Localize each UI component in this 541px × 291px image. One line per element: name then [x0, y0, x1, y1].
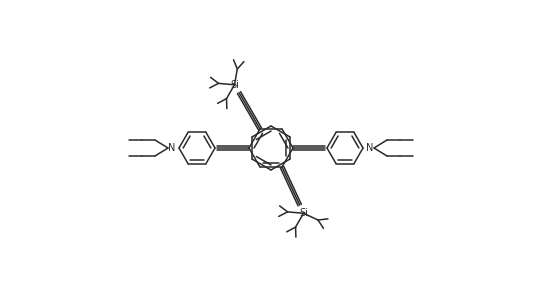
Text: N: N	[366, 143, 374, 153]
Text: N: N	[168, 143, 176, 153]
Text: Si: Si	[299, 208, 308, 218]
Text: Si: Si	[230, 80, 239, 90]
